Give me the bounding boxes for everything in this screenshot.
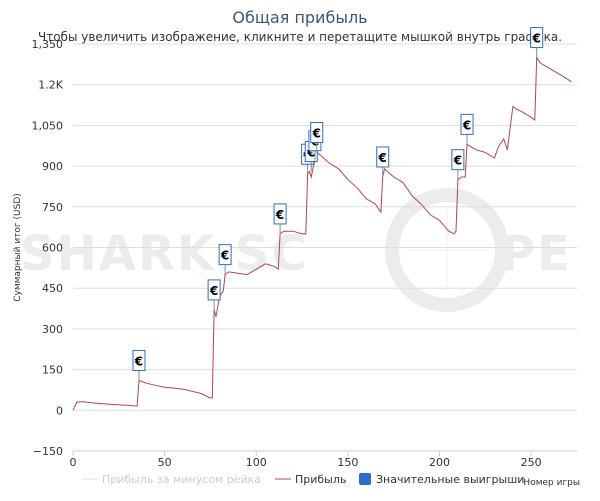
flag-box bbox=[132, 349, 146, 371]
legend-item-net-profit[interactable]: Прибыль за минусом рейка bbox=[82, 473, 261, 486]
significant-win-flag[interactable]: € bbox=[460, 113, 474, 145]
euro-icon: € bbox=[209, 284, 218, 298]
y-tick-label: −150 bbox=[33, 445, 63, 458]
flag-box bbox=[207, 279, 221, 301]
legend-square-icon bbox=[359, 473, 371, 485]
y-tick-label: 750 bbox=[42, 201, 63, 214]
flag-box bbox=[530, 27, 544, 49]
significant-win-flag[interactable]: € bbox=[207, 279, 221, 310]
y-tick-label: 300 bbox=[42, 323, 63, 336]
y-tick-label: 1,350 bbox=[32, 38, 64, 51]
legend-item-profit[interactable]: Прибыль bbox=[275, 473, 346, 486]
y-tick-label: 1.2K bbox=[38, 79, 63, 92]
x-axis-title: Номер игры bbox=[523, 478, 580, 488]
watermark-text-end: PE bbox=[500, 226, 572, 282]
significant-win-flag[interactable]: € bbox=[530, 27, 544, 58]
significant-win-flag[interactable]: € bbox=[273, 203, 287, 234]
x-tick-label: 200 bbox=[429, 456, 450, 469]
euro-icon: € bbox=[220, 249, 229, 263]
x-tick-label: 250 bbox=[521, 456, 542, 469]
y-tick-label: 900 bbox=[42, 160, 63, 173]
flag-box bbox=[451, 149, 465, 171]
flag-box bbox=[376, 146, 390, 168]
significant-win-flags: €€€€€€€€€€€€ bbox=[132, 27, 544, 381]
watermark: SHARK SC PE bbox=[20, 188, 572, 312]
legend-label: Значительные выигрыши bbox=[376, 473, 524, 486]
euro-icon: € bbox=[134, 354, 143, 368]
watermark-text: SHARK SC bbox=[20, 226, 309, 282]
legend: Прибыль за минусом рейка Прибыль Значитель… bbox=[82, 473, 524, 486]
legend-item-significant-wins[interactable]: Значительные выигрыши bbox=[359, 473, 524, 486]
significant-win-flag[interactable]: € bbox=[132, 349, 146, 381]
euro-icon: € bbox=[312, 127, 321, 141]
significant-win-flag[interactable]: € bbox=[310, 122, 324, 153]
euro-icon: € bbox=[462, 118, 471, 132]
y-tick-label: 0 bbox=[56, 404, 63, 417]
significant-win-flag[interactable]: € bbox=[218, 244, 232, 275]
y-tick-label: 1,050 bbox=[32, 119, 64, 132]
x-tick-label: 150 bbox=[337, 456, 358, 469]
flag-box bbox=[273, 203, 287, 225]
chart-subtitle[interactable]: Чтобы увеличить изображение, кликните и … bbox=[37, 30, 563, 44]
euro-icon: € bbox=[306, 146, 315, 160]
y-tick-label: 450 bbox=[42, 282, 63, 295]
grid bbox=[73, 43, 577, 452]
y-axis-ticks: −150 0 150 300 450 600 750 900 1,050 1.2K 1,350 bbox=[32, 38, 64, 458]
y-axis-title: Суммарный итог (USD) bbox=[13, 193, 23, 302]
legend-label: Прибыль bbox=[295, 473, 346, 486]
legend-label: Прибыль за минусом рейка bbox=[102, 473, 261, 486]
euro-icon: € bbox=[532, 32, 541, 46]
flag-box bbox=[310, 122, 324, 144]
x-tick-label: 50 bbox=[158, 456, 172, 469]
x-tick-label: 100 bbox=[246, 456, 267, 469]
flag-box bbox=[218, 244, 232, 266]
euro-icon: € bbox=[275, 208, 284, 222]
euro-icon: € bbox=[378, 151, 387, 165]
y-tick-label: 600 bbox=[42, 242, 63, 255]
significant-win-flag[interactable]: € bbox=[376, 146, 390, 177]
chart-title: Общая прибыль bbox=[232, 8, 368, 27]
y-tick-label: 150 bbox=[42, 364, 63, 377]
significant-win-flag[interactable]: € bbox=[451, 149, 465, 180]
x-tick-label: 0 bbox=[70, 456, 77, 469]
flag-box bbox=[460, 113, 474, 135]
euro-icon: € bbox=[453, 154, 462, 168]
watermark-scope-ring bbox=[385, 188, 509, 312]
x-axis-ticks: 0 50 100 150 200 250 bbox=[70, 451, 542, 469]
